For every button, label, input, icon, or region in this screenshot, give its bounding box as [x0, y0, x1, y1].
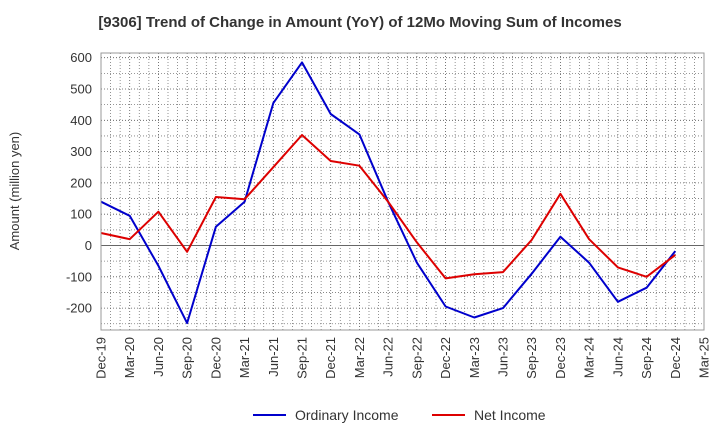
series-line-net-income — [100, 134, 676, 280]
y-tick-label: 500 — [70, 81, 92, 96]
x-tick-label: Jun-22 — [381, 337, 396, 377]
x-tick-label: Jun-20 — [151, 337, 166, 377]
y-axis-title: Amount (million yen) — [7, 132, 22, 251]
y-tick-label: 0 — [85, 238, 92, 253]
x-tick-label: Sep-20 — [180, 337, 195, 379]
legend: Ordinary Income Net Income — [253, 407, 546, 423]
x-tick-label: Sep-24 — [639, 337, 654, 379]
x-axis-ticks: Dec-19 Mar-20 Jun-20 Sep-20 Dec-20 Mar-21 Jun-… — [94, 337, 712, 379]
x-tick-label: Mar-24 — [582, 337, 597, 378]
y-tick-label: 400 — [70, 113, 92, 128]
x-tick-label: Jun-23 — [496, 337, 511, 377]
x-tick-label: Sep-23 — [524, 337, 539, 379]
legend-label-ordinary-income: Ordinary Income — [295, 407, 399, 423]
x-tick-label: Mar-21 — [237, 337, 252, 378]
chart-title: [9306] Trend of Change in Amount (YoY) o… — [98, 14, 622, 31]
y-axis-ticks: 600 500 400 300 200 100 0 -100 -200 — [66, 50, 92, 315]
x-tick-label: Mar-22 — [352, 337, 367, 378]
plot-frame — [100, 52, 705, 331]
grid-layer — [100, 53, 705, 330]
y-tick-label: 200 — [70, 175, 92, 190]
x-tick-label: Dec-20 — [208, 337, 223, 379]
y-tick-label: 100 — [70, 207, 92, 222]
x-tick-label: Dec-21 — [323, 337, 338, 379]
y-tick-label: 600 — [70, 50, 92, 65]
y-tick-label: -100 — [66, 269, 92, 284]
x-tick-label: Mar-20 — [122, 337, 137, 378]
x-tick-label: Mar-25 — [697, 337, 712, 378]
x-tick-label: Mar-23 — [467, 337, 482, 378]
x-tick-label: Jun-24 — [610, 337, 625, 377]
y-tick-label: 300 — [70, 144, 92, 159]
legend-label-net-income: Net Income — [474, 407, 546, 423]
x-tick-label: Dec-24 — [668, 337, 683, 379]
x-tick-label: Dec-19 — [94, 337, 109, 379]
x-tick-label: Dec-23 — [553, 337, 568, 379]
series-layer — [100, 61, 677, 325]
y-tick-label: -200 — [66, 301, 92, 316]
x-tick-label: Sep-22 — [409, 337, 424, 379]
x-tick-label: Sep-21 — [295, 337, 310, 379]
x-tick-label: Dec-22 — [438, 337, 453, 379]
x-tick-label: Jun-21 — [266, 337, 281, 377]
